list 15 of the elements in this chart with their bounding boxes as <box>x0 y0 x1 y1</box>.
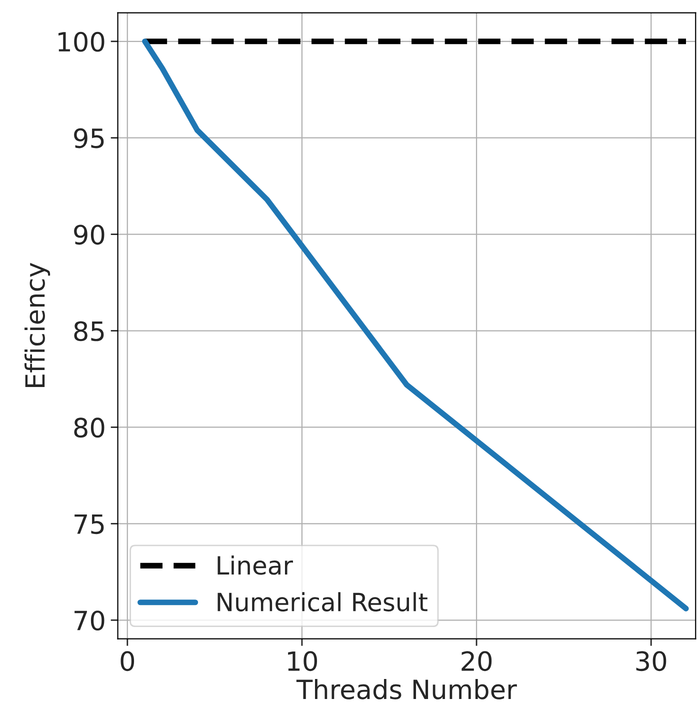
y-tick-label: 100 <box>58 32 104 52</box>
y-axis-title: Efficiency <box>24 262 50 388</box>
y-tick-label: 70 <box>74 610 104 631</box>
x-tick-label: 30 <box>636 651 666 672</box>
x-tick-label: 10 <box>288 651 317 672</box>
y-tick-label: 75 <box>74 514 104 534</box>
x-tick-label: 20 <box>462 651 492 672</box>
legend-label: Linear <box>218 555 293 575</box>
y-tick-label: 90 <box>74 224 104 245</box>
y-tick-label: 85 <box>74 321 104 342</box>
y-tick-label: 80 <box>74 418 104 438</box>
x-axis-title: Threads Number <box>296 678 517 700</box>
legend-label: Numerical Result <box>218 592 428 612</box>
x-tick-label: 0 <box>120 651 134 672</box>
y-tick-label: 95 <box>74 128 104 148</box>
